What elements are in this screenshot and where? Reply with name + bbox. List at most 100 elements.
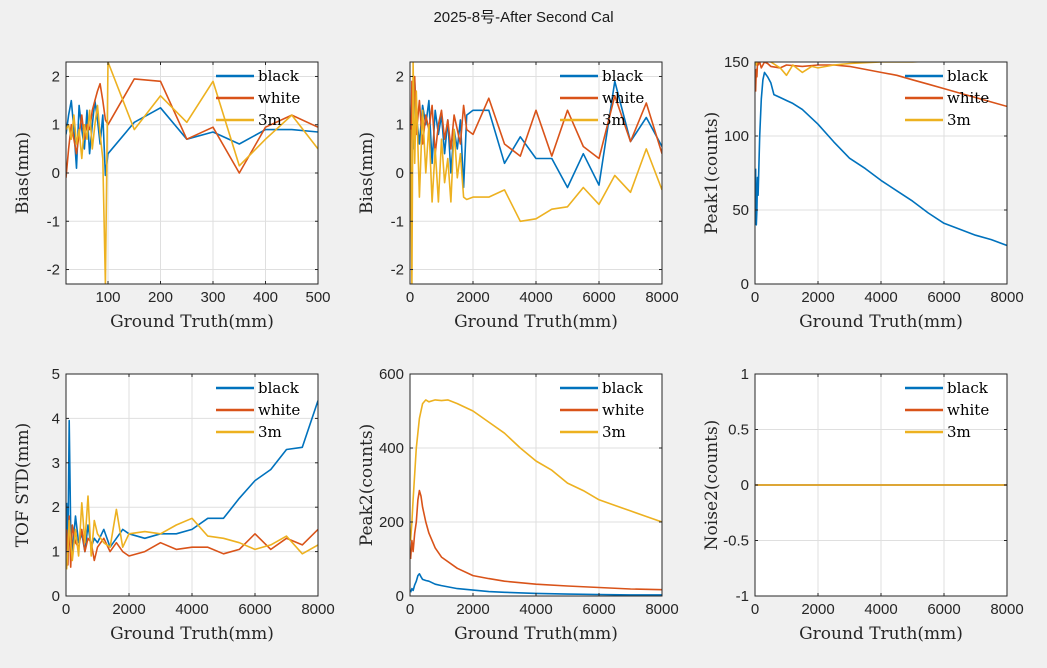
legend-label-white: white (258, 401, 300, 419)
series-line-white (410, 489, 662, 591)
legend-label-white: white (947, 401, 989, 419)
x-tick-label: 8000 (645, 601, 678, 618)
x-tick-label: 2000 (112, 601, 145, 618)
x-tick-label: 8000 (990, 601, 1023, 618)
legend-label-black: black (258, 67, 300, 85)
y-tick-label: -2 (391, 262, 404, 279)
x-tick-label: 6000 (927, 601, 960, 618)
legend-label-black: black (602, 67, 644, 85)
x-tick-label: 2000 (456, 289, 489, 306)
legend-label-white: white (947, 89, 989, 107)
y-axis-label: Peak2(counts) (357, 424, 377, 546)
series-line-black (410, 572, 662, 596)
subplot-5: 0 2000 4000 6000 8000 0 200 400 600 Ground Truth(… (357, 366, 679, 644)
y-tick-label: 1 (396, 117, 404, 134)
legend-label-3m: 3m (947, 423, 971, 441)
x-tick-label: 4000 (175, 601, 208, 618)
x-tick-label: 6000 (238, 601, 271, 618)
y-tick-label: -1 (391, 213, 404, 230)
y-tick-label: -2 (47, 262, 60, 279)
series-line-black (66, 400, 318, 553)
legend-label-3m: 3m (258, 423, 282, 441)
series-line-black (66, 99, 318, 177)
figure-title: 2025-8号-After Second Cal (433, 9, 614, 26)
series-line-3m (410, 399, 662, 541)
y-tick-label: 0 (52, 588, 60, 605)
legend-label-black: black (947, 67, 989, 85)
y-tick-label: -1 (47, 213, 60, 230)
legend-label-white: white (602, 401, 644, 419)
x-tick-label: 0 (62, 601, 70, 618)
series-line-3m (66, 62, 318, 284)
x-tick-label: 0 (406, 601, 414, 618)
subplot-2: 0 2000 4000 6000 8000 -2 -1 0 1 2 Ground Truth(mm)… (357, 61, 679, 332)
subplot-4: 0 2000 4000 6000 8000 0 1 2 3 4 5 Ground Truth(mm) T… (13, 366, 335, 644)
series-line-white (410, 75, 662, 178)
x-axis-label: Ground Truth(mm) (454, 624, 618, 644)
legend-label-black: black (602, 379, 644, 397)
y-tick-label: 400 (379, 440, 404, 457)
series-line-3m (66, 495, 318, 570)
subplot-6: 0 2000 4000 6000 8000 -1 -0.5 0 0.5 1 Ground Truth… (702, 366, 1024, 644)
subplot-1: 100 200 300 400 500 -2 -1 0 1 2 Ground Truth(mm) Bi… (13, 61, 331, 332)
legend-label-black: black (947, 379, 989, 397)
series-line-white (755, 62, 1007, 108)
y-axis-label: TOF STD(mm) (13, 423, 33, 548)
x-tick-label: 8000 (301, 601, 334, 618)
y-axis-label: Bias(mm) (13, 132, 33, 214)
x-tick-label: 0 (751, 289, 759, 306)
x-tick-label: 0 (751, 601, 759, 618)
y-tick-label: 4 (52, 410, 60, 427)
y-tick-label: 0 (741, 276, 749, 293)
x-tick-label: 500 (305, 289, 330, 306)
subplot-3: 0 2000 4000 6000 8000 0 50 100 150 Ground Truth(m… (702, 54, 1024, 332)
x-tick-label: 4000 (519, 289, 552, 306)
x-tick-label: 4000 (519, 601, 552, 618)
x-tick-label: 4000 (864, 289, 897, 306)
x-tick-label: 2000 (801, 289, 834, 306)
x-axis-label: Ground Truth(mm) (110, 624, 274, 644)
series-line-black (755, 71, 1007, 247)
y-tick-label: -1 (736, 588, 749, 605)
y-tick-label: 2 (52, 68, 60, 85)
x-tick-label: 300 (200, 289, 225, 306)
y-tick-label: 0 (396, 588, 404, 605)
x-tick-label: 0 (406, 289, 414, 306)
x-axis-label: Ground Truth(mm) (799, 312, 963, 332)
legend-label-3m: 3m (602, 423, 626, 441)
legend-label-white: white (258, 89, 300, 107)
y-tick-label: 2 (52, 499, 60, 516)
x-axis-label: Ground Truth(mm) (799, 624, 963, 644)
y-tick-label: 0 (741, 477, 749, 494)
x-tick-label: 6000 (927, 289, 960, 306)
legend-label-black: black (258, 379, 300, 397)
legend-label-3m: 3m (947, 111, 971, 129)
y-tick-label: 0.5 (728, 422, 749, 439)
x-tick-label: 8000 (645, 289, 678, 306)
legend-label-3m: 3m (258, 111, 282, 129)
y-tick-label: 3 (52, 455, 60, 472)
series-line-white (66, 78, 318, 178)
x-tick-label: 400 (253, 289, 278, 306)
y-tick-label: 0 (396, 165, 404, 182)
x-axis-label: Ground Truth(mm) (454, 312, 618, 332)
y-tick-label: 50 (732, 202, 749, 219)
series-line-3m (410, 62, 662, 284)
legend-label-white: white (602, 89, 644, 107)
x-tick-label: 100 (95, 289, 120, 306)
x-axis-label: Ground Truth(mm) (110, 312, 274, 332)
y-tick-label: 0 (52, 165, 60, 182)
y-tick-label: 1 (52, 544, 60, 561)
x-tick-label: 8000 (990, 289, 1023, 306)
y-tick-label: 1 (741, 366, 749, 383)
x-tick-label: 4000 (864, 601, 897, 618)
x-tick-label: 200 (148, 289, 173, 306)
x-tick-label: 6000 (582, 289, 615, 306)
y-axis-label: Noise2(counts) (702, 420, 722, 551)
y-tick-label: 200 (379, 514, 404, 531)
y-tick-label: 1 (52, 117, 60, 134)
x-tick-label: 6000 (582, 601, 615, 618)
x-tick-label: 2000 (456, 601, 489, 618)
